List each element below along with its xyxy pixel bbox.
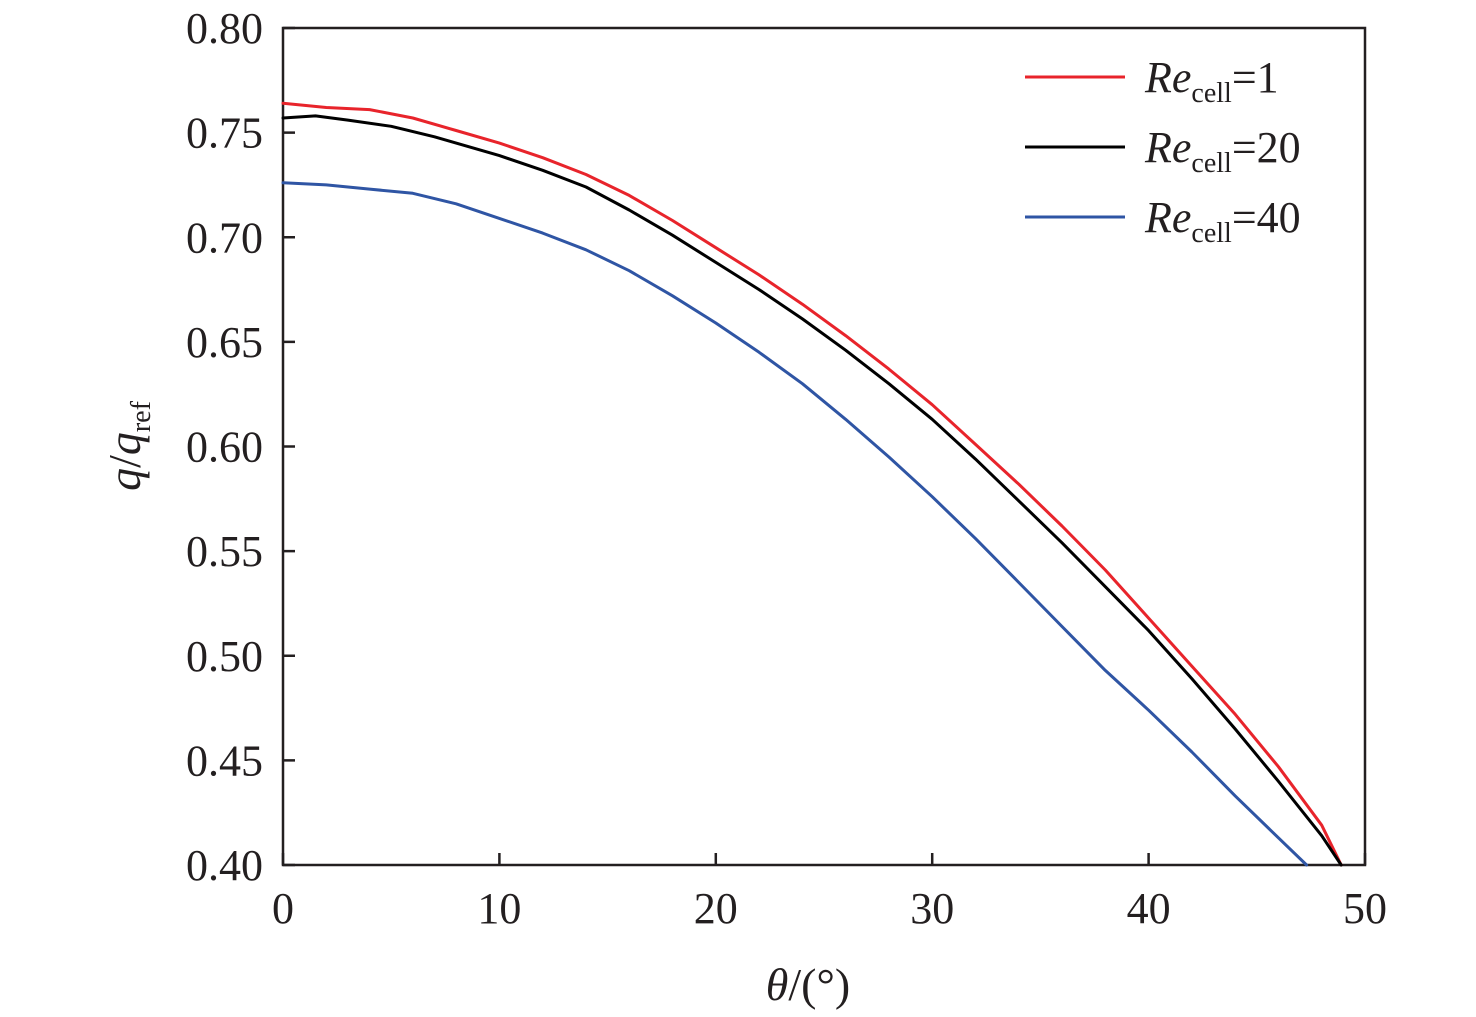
- y-tick-label: 0.40: [186, 841, 263, 890]
- y-tick-label: 0.55: [186, 527, 263, 576]
- y-axis-title: q/qref: [99, 400, 157, 491]
- y-axis: 0.40 0.45 0.50 0.55 0.60 0.65 0.70 0.75 0.80: [186, 4, 295, 890]
- x-tick-label: 40: [1127, 884, 1171, 933]
- x-tick-label: 0: [272, 884, 294, 933]
- y-tick-label: 0.80: [186, 4, 263, 53]
- y-tick-label: 0.50: [186, 632, 263, 681]
- legend: Recell=1 Recell=20 Recell=40: [1025, 53, 1301, 249]
- x-tick-label: 20: [694, 884, 738, 933]
- series-line-2: [281, 114, 1343, 867]
- y-tick-label: 0.60: [186, 423, 263, 472]
- x-axis: 0 10 20 30 40 50: [272, 853, 1387, 933]
- series-layer: [281, 101, 1343, 867]
- y-tick-label: 0.75: [186, 109, 263, 158]
- y-tick-label: 0.45: [186, 736, 263, 785]
- series-line-3: [281, 181, 1309, 867]
- series-line-1: [281, 101, 1343, 867]
- legend-label-3: Recell=40: [1144, 193, 1301, 249]
- y-tick-label: 0.70: [186, 213, 263, 262]
- legend-label-2: Recell=20: [1144, 123, 1301, 179]
- legend-label-1: Recell=1: [1144, 53, 1279, 109]
- x-tick-label: 30: [910, 884, 954, 933]
- x-tick-label: 50: [1343, 884, 1387, 933]
- x-axis-title: θ/(°): [766, 959, 850, 1010]
- y-tick-label: 0.65: [186, 318, 263, 367]
- x-tick-label: 10: [477, 884, 521, 933]
